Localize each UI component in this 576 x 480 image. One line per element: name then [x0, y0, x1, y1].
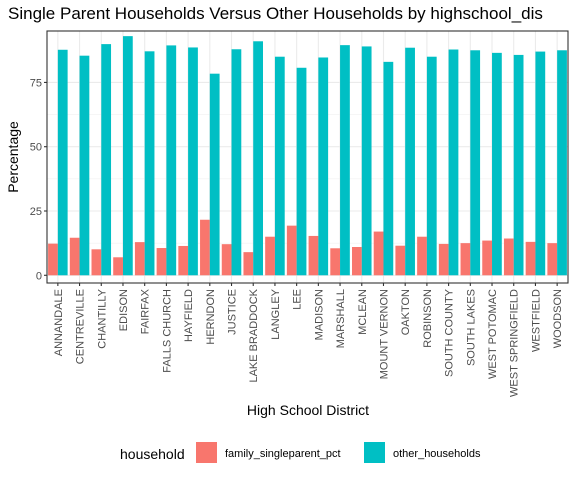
bar-family_singleparent_pct-5	[156, 248, 167, 276]
bar-other_households-11	[296, 67, 307, 276]
legend-title: household	[120, 446, 185, 462]
bar-other_households-8	[231, 49, 242, 276]
plot-border	[46, 30, 569, 284]
y-tick-label: 0	[36, 270, 42, 282]
x-tick-label: ROBINSON	[422, 289, 434, 348]
x-tick-label: HAYFIELD	[183, 289, 195, 342]
x-tick-label: ANNANDALE	[53, 289, 65, 356]
bar-other_households-20	[492, 52, 502, 276]
bar-other_households-19	[470, 50, 481, 276]
bar-family_singleparent_pct-8	[221, 244, 232, 276]
bar-family_singleparent_pct-20	[482, 240, 493, 276]
plot-panel: 0 25 50 75 ANNANDALE CENTREVILLE CHANTILLY EDIS…	[30, 30, 569, 397]
chart-title: Single Parent Households Versus Other Ho…	[8, 4, 543, 23]
bar-other_households-16	[405, 47, 415, 276]
bar-other_households-1	[79, 55, 90, 276]
legend-key-family_singleparent_pct	[196, 442, 217, 463]
x-tick-label: OAKTON	[400, 289, 412, 335]
x-tick-label: JUSTICE	[227, 289, 239, 335]
x-axis-title: High School District	[247, 402, 369, 418]
x-tick-label: FALLS CHURCH	[161, 289, 173, 373]
bar-family_singleparent_pct-0	[48, 243, 58, 276]
bar-other_households-10	[274, 56, 285, 276]
bar-family_singleparent_pct-4	[134, 242, 145, 276]
bar-family_singleparent_pct-23	[547, 243, 558, 276]
legend: household family_singleparent_pct other_h…	[120, 442, 481, 463]
x-tick-label: MARSHALL	[335, 289, 347, 348]
y-axis-title: Percentage	[5, 121, 21, 193]
bar-other_households-15	[383, 61, 394, 276]
bar-family_singleparent_pct-15	[373, 231, 384, 276]
bar-family_singleparent_pct-13	[330, 248, 341, 276]
x-tick-label: MADISON	[313, 289, 325, 340]
bar-other_households-22	[535, 51, 546, 276]
y-tick-label: 75	[30, 77, 42, 89]
bar-family_singleparent_pct-2	[91, 249, 102, 276]
bar-family_singleparent_pct-14	[352, 247, 362, 276]
bar-family_singleparent_pct-19	[460, 243, 471, 276]
bar-family_singleparent_pct-3	[113, 257, 123, 276]
x-tick-label: WEST POTOMAC	[487, 289, 499, 379]
y-tick-label: 50	[30, 142, 42, 154]
x-tick-label: MOUNT VERNON	[378, 289, 390, 379]
bar-family_singleparent_pct-18	[438, 243, 449, 276]
bar-family_singleparent_pct-12	[308, 235, 319, 276]
bar-other_households-12	[318, 57, 329, 276]
bar-other_households-17	[426, 56, 437, 276]
bar-other_households-21	[513, 54, 524, 276]
bar-other_households-7	[209, 73, 220, 276]
bar-other_households-3	[122, 36, 133, 276]
bar-other_households-14	[361, 46, 372, 276]
bar-other_households-6	[188, 47, 198, 276]
x-tick-label: SOUTH LAKES	[465, 289, 477, 366]
x-tick-label: EDISON	[118, 289, 130, 331]
bar-family_singleparent_pct-10	[265, 236, 275, 276]
bar-family_singleparent_pct-21	[503, 238, 514, 276]
legend-label-other_households: other_households	[393, 448, 481, 460]
x-tick-label: SOUTH COUNTY	[444, 288, 456, 377]
bar-family_singleparent_pct-17	[417, 236, 427, 276]
bar-family_singleparent_pct-16	[395, 245, 406, 276]
bar-family_singleparent_pct-22	[525, 241, 536, 276]
plot-background	[47, 31, 568, 283]
x-tick-label: WESTFIELD	[530, 289, 542, 352]
bar-other_households-9	[253, 41, 263, 276]
bar-other_households-4	[144, 51, 155, 276]
legend-key-other_households	[364, 442, 385, 463]
bar-other_households-0	[57, 49, 68, 276]
bar-other_households-2	[101, 44, 112, 276]
x-tick-label: WOODSON	[552, 289, 564, 348]
x-tick-label: CENTREVILLE	[75, 289, 87, 364]
x-tick-label: MCLEAN	[357, 289, 369, 335]
x-tick-label: FAIRFAX	[140, 288, 152, 334]
bar-family_singleparent_pct-1	[69, 237, 80, 276]
x-tick-label: LANGLEY	[270, 288, 282, 339]
y-tick-label: 25	[30, 206, 42, 218]
x-tick-label: LAKE BRADDOCK	[248, 288, 260, 382]
bar-family_singleparent_pct-11	[286, 225, 297, 276]
bar-family_singleparent_pct-9	[243, 252, 254, 276]
x-tick-label: WEST SPRINGFIELD	[509, 289, 521, 397]
bar-family_singleparent_pct-7	[200, 219, 210, 276]
bar-other_households-23	[557, 50, 567, 276]
x-tick-label: CHANTILLY	[96, 288, 108, 348]
x-tick-label: HERNDON	[205, 289, 217, 345]
legend-label-family_singleparent_pct: family_singleparent_pct	[225, 448, 341, 460]
bar-family_singleparent_pct-6	[178, 245, 189, 276]
bar-other_households-5	[166, 45, 177, 276]
bar-other_households-18	[448, 49, 459, 276]
bar-other_households-13	[340, 45, 350, 276]
x-tick-label: LEE	[292, 289, 304, 310]
